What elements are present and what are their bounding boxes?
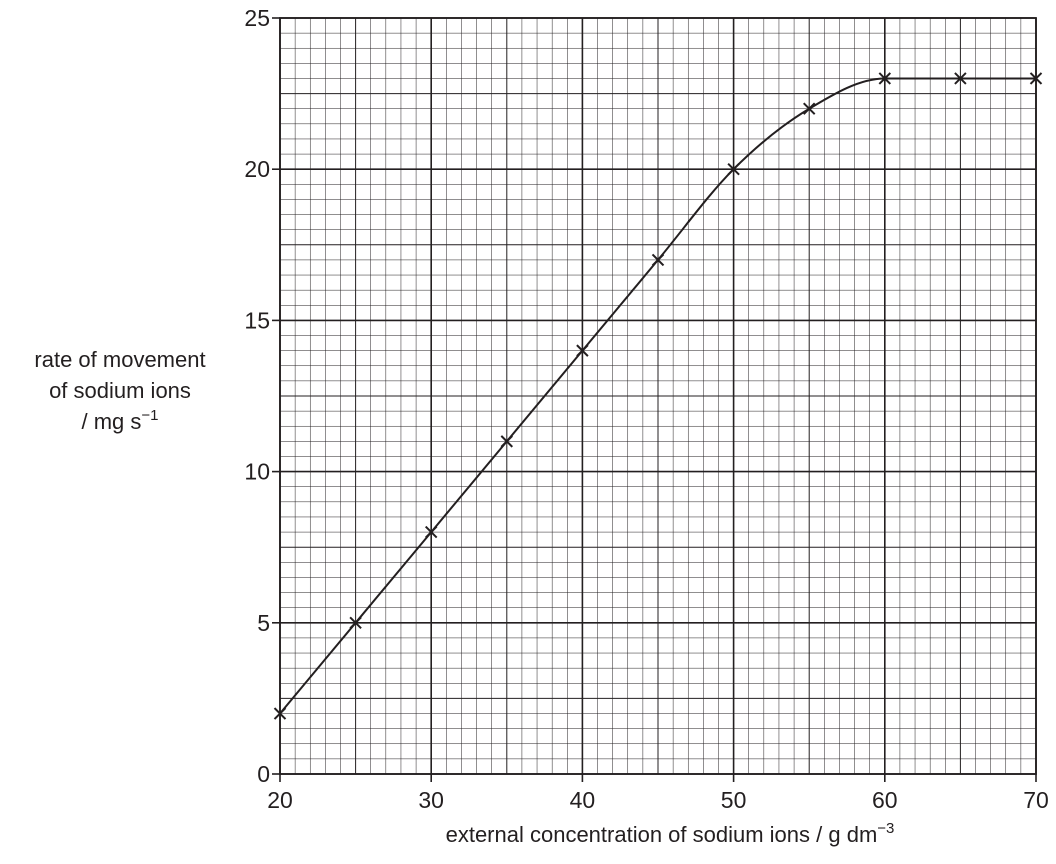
data-point-marker	[878, 72, 892, 85]
marker-stroke	[349, 616, 362, 630]
x-tick-label: 40	[570, 787, 596, 813]
data-point-marker	[651, 253, 665, 267]
y-tick-label: 5	[257, 610, 270, 636]
y-axis-label-line-2: of sodium ions	[49, 378, 191, 403]
x-tick-label: 60	[872, 787, 898, 813]
marker-stroke	[727, 162, 740, 176]
data-point-marker	[500, 435, 514, 448]
marker-stroke	[424, 525, 438, 539]
y-tick-label: 20	[244, 156, 270, 182]
x-tick-label: 30	[418, 787, 444, 813]
marker-stroke	[1029, 72, 1043, 85]
data-point-marker	[349, 616, 362, 630]
marker-stroke	[576, 344, 589, 357]
marker-stroke	[878, 72, 892, 85]
x-tick-label: 70	[1023, 787, 1049, 813]
data-point-marker	[727, 162, 740, 176]
marker-stroke	[651, 253, 665, 267]
marker-stroke	[954, 72, 967, 85]
marker-stroke	[500, 435, 514, 448]
y-axis-unit-exponent: −1	[141, 407, 159, 424]
x-axis-label-text: external concentration of sodium ions / …	[445, 822, 878, 847]
plot-frame	[279, 17, 1037, 775]
y-tick-label: 10	[244, 459, 270, 485]
x-tick-label: 20	[267, 787, 293, 813]
y-tick-label: 25	[244, 5, 270, 31]
data-point-marker	[802, 102, 816, 115]
axes	[272, 17, 1037, 782]
y-tick-label: 0	[257, 761, 270, 787]
minor-gridlines	[280, 18, 1036, 774]
y-tick-label: 15	[244, 307, 270, 333]
x-axis-label: external concentration of sodium ions / …	[300, 820, 1040, 848]
data-point-marker	[954, 72, 967, 85]
x-tick-label: 50	[721, 787, 747, 813]
data-point-marker	[424, 525, 438, 539]
marker-stroke	[802, 102, 816, 115]
data-point-marker	[1029, 72, 1043, 85]
x-tick-labels: 20 30 40 50 60 70	[267, 787, 1049, 813]
y-axis-label-line-3: / mg s−1	[0, 406, 240, 437]
y-axis-label: rate of movement of sodium ions / mg s−1	[0, 344, 240, 437]
x-axis-unit-exponent: −3	[877, 820, 895, 837]
y-axis-unit: / mg s	[81, 409, 142, 434]
y-axis-label-line-1: rate of movement	[34, 347, 206, 372]
data-point-marker	[273, 707, 287, 720]
data-point-marker	[576, 344, 589, 357]
y-tick-labels: 0 5 10 15 20 25	[244, 5, 270, 787]
marker-stroke	[273, 707, 287, 720]
data-markers	[273, 72, 1043, 720]
